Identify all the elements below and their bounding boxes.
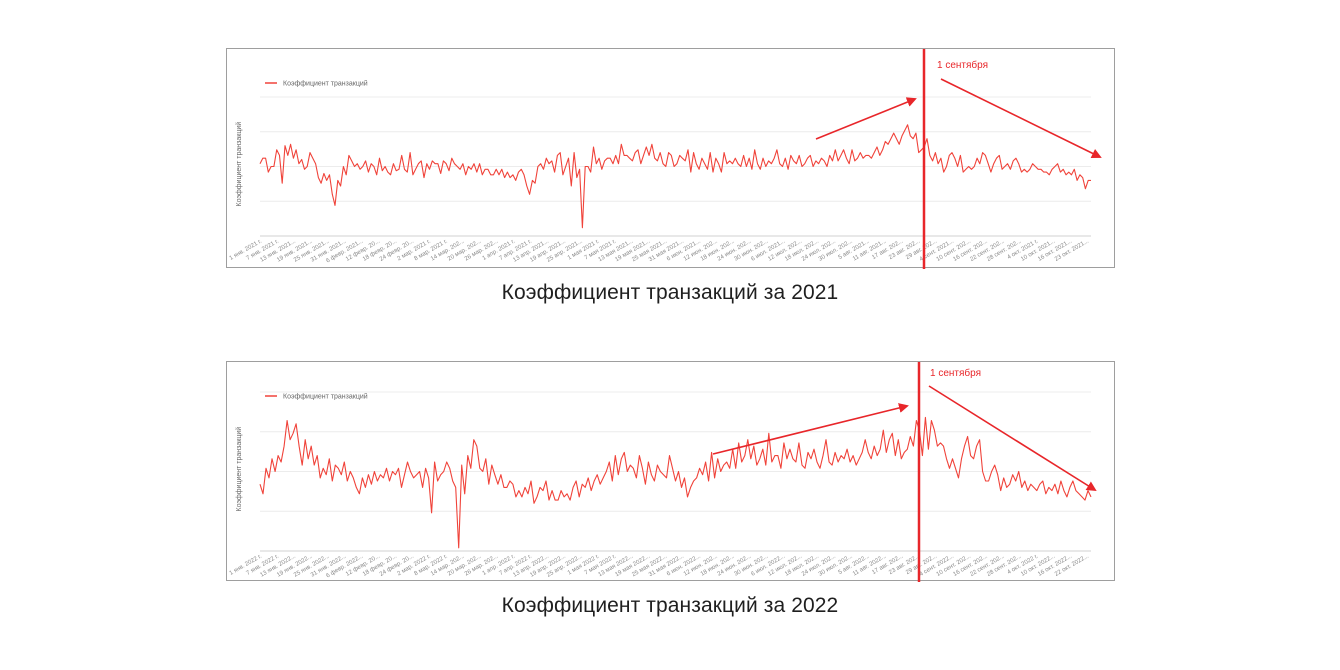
trend-up-arrow — [712, 403, 909, 455]
caption-2021: Коэффициент транзакций за 2021 — [501, 281, 839, 304]
legend-label: Коэффициент транзакций — [283, 80, 368, 88]
legend-label: Коэффициент транзакций — [283, 393, 368, 401]
chart-2022-svg: Коэффициент транзакций Коэффициент транза… — [229, 362, 1097, 582]
annotation-label: 1 сентября — [930, 367, 981, 379]
annotation-label: 1 сентября — [937, 59, 988, 71]
series-line — [259, 416, 1092, 549]
trend-down-arrow — [928, 385, 1097, 492]
y-axis-label: Коэффициент транзакций — [235, 427, 243, 512]
chart-panel-2022: Коэффициент транзакций Коэффициент транза… — [226, 361, 1115, 582]
chart-panel-2021: Коэффициент транзакций Коэффициент транза… — [226, 48, 1115, 269]
trend-up-arrow — [815, 97, 917, 140]
chart-2021-svg: Коэффициент транзакций Коэффициент транза… — [229, 49, 1102, 269]
trend-down-arrow — [940, 78, 1102, 158]
series-line — [259, 124, 1091, 229]
y-axis-label: Коэффициент транзакций — [235, 122, 243, 207]
caption-2022: Коэффициент транзакций за 2022 — [501, 594, 839, 617]
